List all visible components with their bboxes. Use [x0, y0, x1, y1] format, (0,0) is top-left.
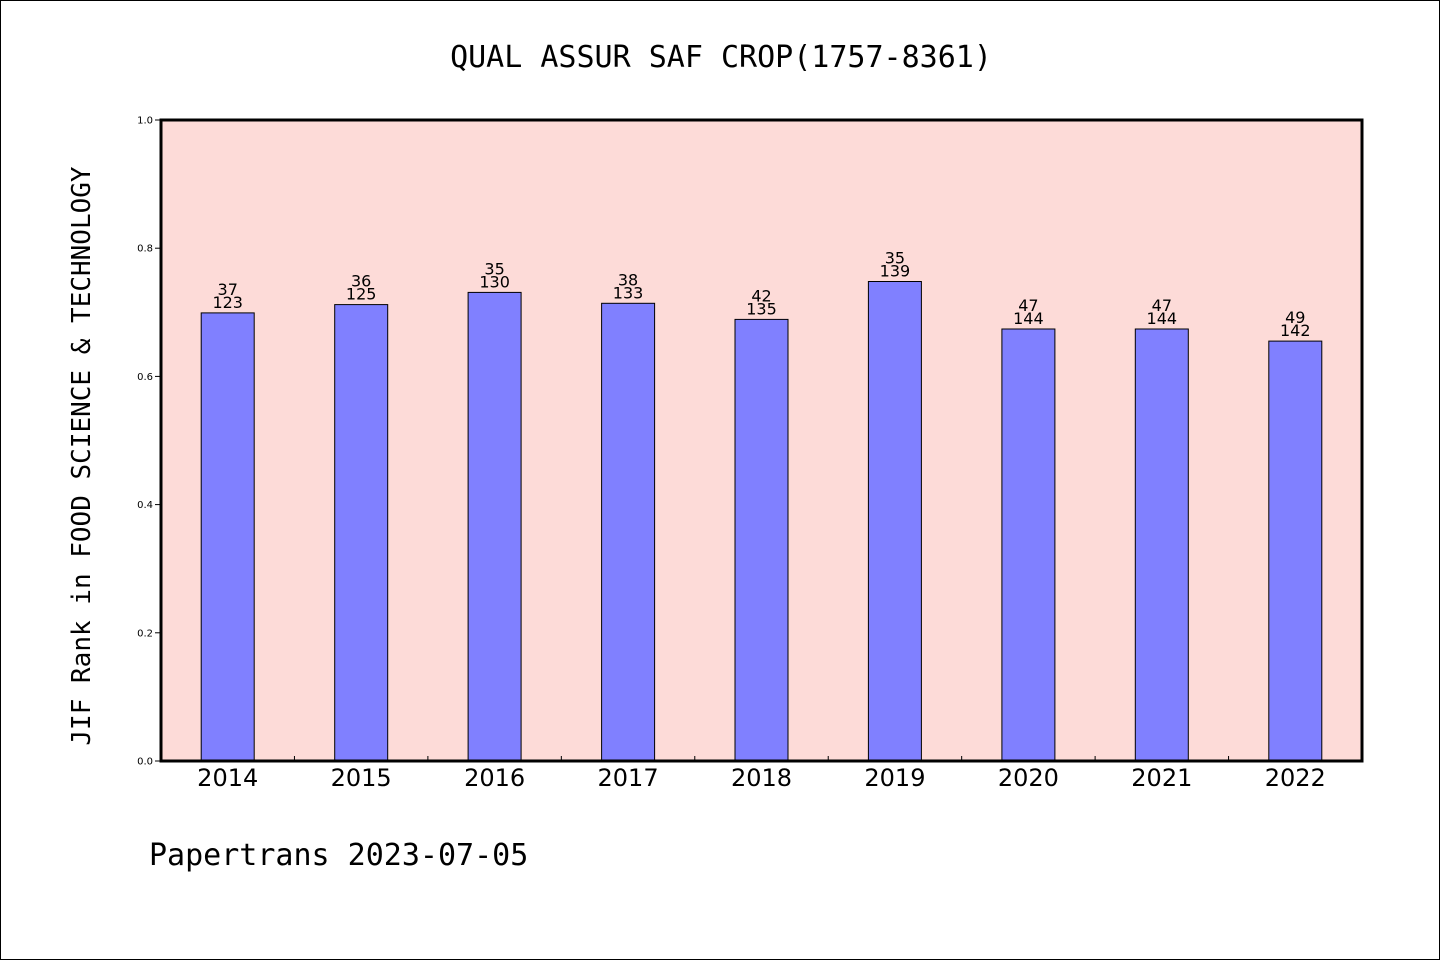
- x-tick-label-2016: 2016: [464, 764, 525, 792]
- y-tick-label-0.6: 0.6: [137, 372, 153, 383]
- rank-label-2019: 35: [885, 249, 905, 268]
- chart-title: QUAL ASSUR SAF CROP(1757-8361): [450, 40, 992, 75]
- rank-label-2021: 47: [1152, 296, 1172, 315]
- y-tick-label-0.2: 0.2: [137, 628, 153, 639]
- bar-2015: [334, 304, 389, 762]
- bar-2016: [467, 291, 522, 762]
- x-tick-label-2020: 2020: [998, 764, 1059, 792]
- rank-label-2022: 49: [1285, 308, 1305, 327]
- total-label-2018: 135: [746, 299, 777, 318]
- bar-2014: [200, 312, 255, 762]
- footer-credit: Papertrans 2023-07-05: [149, 838, 528, 873]
- x-tick-label-2019: 2019: [864, 764, 925, 792]
- x-tick-label-2017: 2017: [598, 764, 659, 792]
- rank-label-2018: 42: [751, 286, 771, 305]
- total-label-2016: 130: [479, 272, 510, 291]
- bar-2022: [1268, 340, 1323, 762]
- bar-2020: [1001, 328, 1056, 762]
- plot-border: [159, 118, 1364, 763]
- y-axis-label: JIF Rank in FOOD SCIENCE & TECHNOLOGY: [67, 166, 97, 746]
- x-ticks-group: 2014 2015 2016 2017 2018 2019 2020 2021 2022: [197, 756, 1326, 792]
- rank-label-2017: 38: [618, 270, 638, 289]
- total-label-2020: 144: [1013, 309, 1044, 328]
- y-tick-label-0.0: 0.0: [137, 757, 153, 768]
- rank-label-2014: 37: [218, 280, 238, 299]
- rank-label-2016: 35: [484, 259, 504, 278]
- total-label-2022: 142: [1280, 321, 1311, 340]
- x-tick-label-2021: 2021: [1131, 764, 1192, 792]
- rank-label-2020: 47: [1018, 296, 1038, 315]
- rank-label-2015: 36: [351, 272, 371, 291]
- total-label-2015: 125: [346, 285, 377, 304]
- bar-2018: [734, 318, 789, 762]
- total-label-2019: 139: [880, 262, 911, 281]
- total-label-2017: 133: [613, 283, 644, 302]
- total-label-2021: 144: [1147, 309, 1178, 328]
- total-label-2014: 123: [212, 293, 243, 312]
- bar-2019: [867, 281, 922, 762]
- y-ticks-group: 0.0 0.2 0.4 0.6 0.8 1.0: [137, 116, 161, 768]
- bar-2021: [1134, 328, 1189, 762]
- y-tick-label-1.0: 1.0: [137, 116, 153, 127]
- y-tick-label-0.4: 0.4: [137, 500, 153, 511]
- y-tick-label-0.8: 0.8: [137, 244, 153, 255]
- x-tick-label-2014: 2014: [197, 764, 258, 792]
- x-tick-label-2018: 2018: [731, 764, 792, 792]
- x-tick-label-2022: 2022: [1265, 764, 1326, 792]
- x-tick-label-2015: 2015: [331, 764, 392, 792]
- bar-2017: [601, 302, 656, 762]
